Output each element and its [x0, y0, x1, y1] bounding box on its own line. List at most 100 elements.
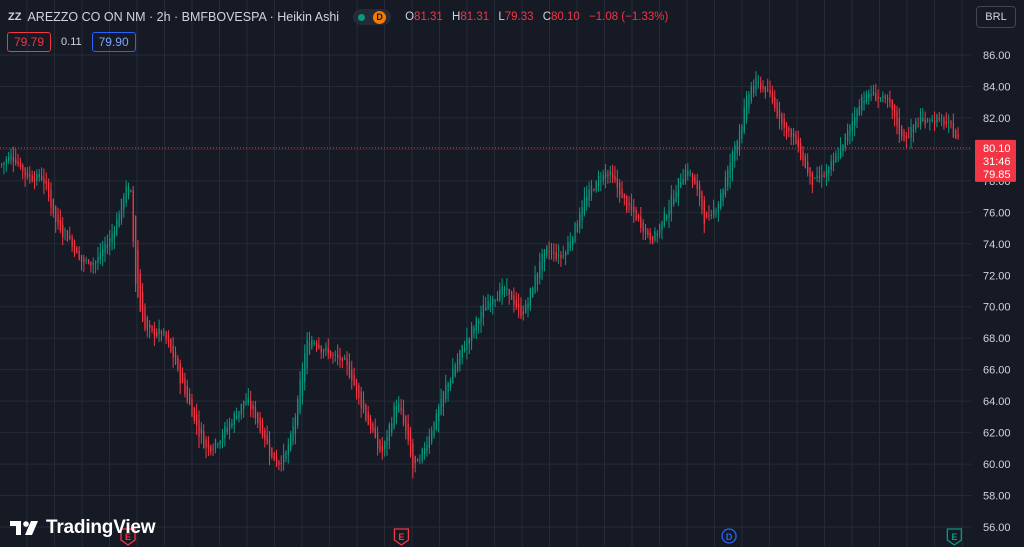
candle-body [257, 412, 259, 424]
candle-body [111, 233, 113, 243]
buy-price-button[interactable]: 79.90 [91, 32, 136, 52]
candle-body [456, 358, 459, 371]
candle-body [118, 214, 120, 228]
candle-body [278, 461, 280, 465]
candle-body [774, 97, 776, 108]
candle-body [299, 379, 301, 413]
candle-body [560, 255, 562, 258]
bid-ask-quote: 79.79 0.11 79.90 [7, 32, 136, 52]
symbol-title[interactable]: AREZZO CO ON NM · 2h · BMFBOVESPA · Heik… [27, 10, 340, 24]
candle-body [715, 211, 717, 213]
candle-body [889, 98, 891, 103]
candle-body [334, 354, 336, 356]
candle-body [85, 259, 87, 261]
candle-body [264, 430, 266, 440]
candle-body [233, 413, 235, 425]
candle-body [353, 375, 355, 386]
candle-body [837, 157, 839, 159]
candle-body [839, 145, 842, 158]
price-axis[interactable]: 86.0084.0082.0078.0076.0074.0072.0070.00… [971, 0, 1024, 547]
candle-body [832, 159, 835, 166]
candle-body [160, 331, 163, 334]
candle-body [210, 446, 212, 452]
candle-body [687, 170, 689, 176]
candle-body [905, 136, 908, 139]
candle-body [879, 97, 882, 99]
price-tick-label: 62.00 [983, 428, 1011, 440]
market-status-pill[interactable]: D [353, 9, 392, 25]
candle-body [125, 186, 127, 203]
candle-body [322, 349, 325, 352]
candle-body [722, 189, 724, 201]
candle-body [565, 252, 567, 256]
candle-body [424, 448, 426, 455]
dividend-event-marker[interactable]: D [721, 528, 737, 544]
candle-body [609, 171, 611, 176]
price-tick-label: 60.00 [983, 459, 1011, 471]
candle-body [480, 312, 482, 323]
candle-body [315, 343, 318, 347]
candle-body [800, 143, 802, 159]
candle-body [616, 178, 618, 188]
candle-body [26, 172, 29, 177]
tradingview-watermark: TradingView [10, 517, 156, 539]
earnings-marker-icon [120, 528, 136, 546]
earnings-event-marker[interactable]: E [393, 528, 410, 546]
candle-body [243, 400, 245, 410]
candle-body [330, 351, 332, 358]
candle-body [727, 169, 729, 187]
candle-body [153, 328, 156, 336]
candle-body [151, 325, 153, 331]
candle-body [442, 391, 445, 407]
candle-body [238, 410, 240, 418]
event-marker-label: E [951, 532, 957, 542]
price-tick-label: 86.00 [983, 50, 1011, 62]
candle-body [106, 245, 109, 249]
candle-body [297, 399, 299, 426]
chart-legend: ZZ AREZZO CO ON NM · 2h · BMFBOVESPA · H… [8, 8, 668, 26]
candle-body [903, 131, 905, 141]
earnings-event-marker[interactable]: E [120, 528, 136, 546]
candle-body [776, 102, 778, 117]
earnings-event-marker[interactable]: E [946, 528, 963, 546]
candle-body [134, 216, 137, 284]
candle-body [226, 427, 228, 433]
close-value: 80.10 [551, 11, 580, 23]
candle-body [36, 173, 38, 181]
candle-body [38, 173, 40, 178]
candle-body [818, 176, 821, 178]
candle-body [64, 230, 66, 232]
candle-body [891, 100, 893, 110]
sell-price-button[interactable]: 79.79 [7, 32, 52, 52]
candle-body [99, 252, 101, 260]
candle-body [562, 255, 564, 257]
candle-body [414, 455, 416, 464]
candle-body [193, 407, 195, 421]
candle-body [868, 93, 870, 99]
candle-body [221, 434, 224, 443]
candle-body [184, 377, 186, 395]
candle-body [753, 85, 755, 94]
price-tick-label: 74.00 [983, 239, 1011, 251]
candlestick-series [1, 71, 959, 479]
candle-body [677, 178, 680, 197]
currency-button[interactable]: BRL [976, 6, 1016, 28]
candle-body [90, 261, 92, 266]
candle-body [489, 303, 492, 306]
candle-body [351, 369, 353, 381]
candle-body [485, 307, 487, 311]
candle-body [177, 357, 179, 370]
candle-body [569, 241, 571, 249]
candle-body [886, 97, 889, 100]
candle-body [755, 76, 757, 90]
candle-body [593, 190, 595, 192]
candle-body [694, 176, 696, 185]
price-tick-label: 64.00 [983, 396, 1011, 408]
candle-body [95, 261, 97, 264]
candle-body [308, 342, 311, 354]
candle-body [649, 232, 651, 240]
candle-body [45, 180, 47, 184]
candle-body [57, 214, 59, 225]
candle-body [43, 177, 45, 184]
